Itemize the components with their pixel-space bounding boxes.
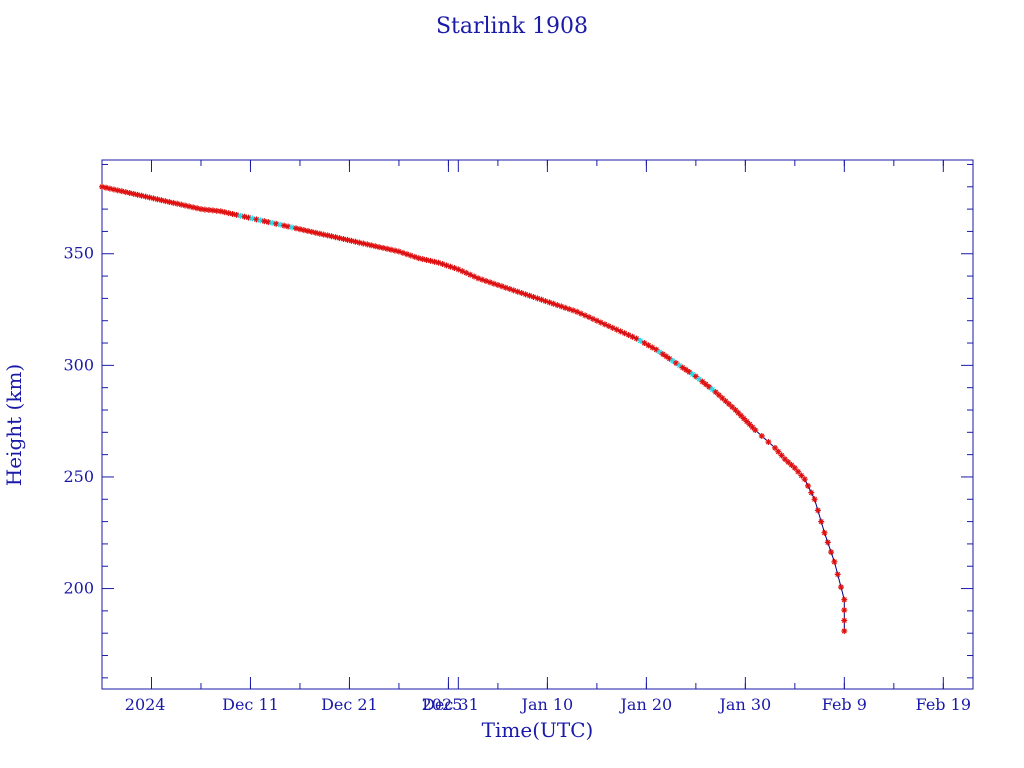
data-point — [838, 584, 844, 591]
data-point — [679, 364, 686, 371]
data-point — [818, 518, 825, 525]
highlight-point — [689, 371, 696, 378]
data-point — [641, 340, 648, 346]
data-point — [601, 321, 608, 328]
data-point — [174, 200, 181, 207]
x-tick-label: Jan 10 — [520, 695, 574, 714]
data-point — [841, 617, 848, 624]
x-tick-label: Jan 20 — [619, 695, 673, 714]
data-point — [831, 558, 838, 565]
data-point — [808, 489, 815, 496]
data-point — [673, 360, 680, 367]
y-tick-label: 300 — [63, 355, 94, 374]
data-point — [170, 199, 177, 206]
x-tick-label: Feb 19 — [916, 695, 971, 714]
data-point — [841, 607, 848, 614]
data-point — [801, 476, 808, 483]
x-tick-label: Dec 31 — [422, 695, 479, 714]
data-point — [423, 257, 430, 263]
data-point — [834, 571, 841, 578]
data-point — [738, 412, 745, 419]
data-point — [772, 444, 778, 451]
data-point — [122, 189, 129, 196]
x-tick-label: Feb 9 — [822, 695, 867, 714]
data-point — [805, 482, 811, 489]
data-point — [824, 539, 831, 546]
data-point — [198, 206, 204, 213]
data-point — [213, 207, 220, 214]
data-point — [758, 433, 765, 439]
data-point — [114, 187, 121, 194]
data-point — [320, 231, 327, 238]
data-point — [265, 219, 272, 226]
highlight-point — [656, 349, 663, 355]
data-point — [765, 439, 772, 445]
data-point — [419, 256, 426, 263]
y-tick-label: 250 — [63, 467, 94, 486]
data-point — [828, 549, 835, 556]
highlight-point — [669, 357, 676, 364]
data-point — [841, 628, 848, 634]
y-tick-label: 200 — [63, 579, 94, 598]
data-point — [740, 415, 747, 422]
data-point — [686, 369, 693, 375]
y-tick-label: 350 — [63, 244, 94, 263]
data-point — [666, 355, 673, 362]
plot-frame — [101, 159, 974, 690]
data-point — [814, 507, 821, 514]
data-point — [118, 188, 125, 195]
data-point — [795, 468, 802, 475]
data-point — [304, 228, 311, 234]
decay-curve — [101, 186, 845, 631]
highlight-point — [676, 362, 683, 369]
x-tick-label: Jan 30 — [718, 695, 772, 714]
x-tick-label: 2024 — [125, 695, 166, 714]
data-point — [194, 205, 200, 212]
data-point — [653, 346, 660, 353]
data-point — [158, 197, 165, 204]
x-tick-label: Dec 21 — [321, 695, 378, 714]
data-point — [154, 196, 161, 203]
data-point — [411, 253, 418, 260]
x-tick-label: Dec 11 — [222, 695, 279, 714]
x-tick-label: 2025 — [422, 695, 463, 714]
data-point — [729, 404, 736, 410]
data-point — [683, 366, 689, 373]
data-point — [376, 244, 383, 251]
axis-ticks — [101, 160, 973, 689]
data-point — [273, 220, 280, 227]
data-point — [811, 496, 818, 503]
data-points — [99, 183, 848, 634]
data-point — [752, 427, 759, 434]
data-point — [300, 227, 307, 234]
data-point — [649, 344, 656, 351]
x-axis-label: Time(UTC) — [481, 718, 594, 742]
data-point — [821, 529, 828, 536]
chart-title: Starlink 1908 — [435, 14, 589, 39]
data-point — [659, 351, 666, 358]
data-point — [841, 596, 848, 603]
data-point — [344, 236, 351, 243]
data-point — [253, 216, 260, 223]
data-point — [663, 353, 670, 360]
